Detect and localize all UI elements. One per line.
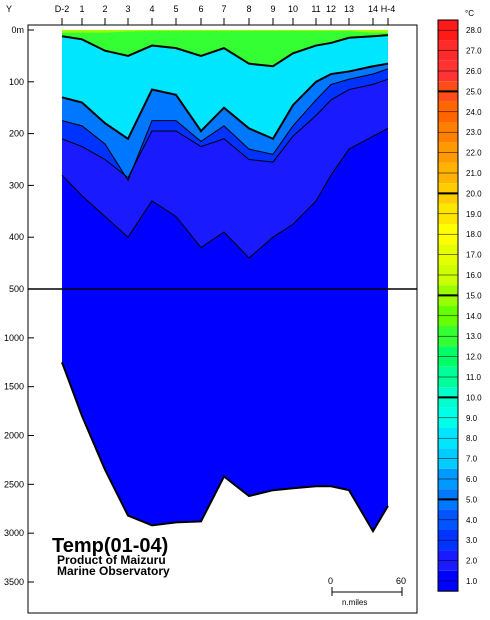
colorbar-unit: °C bbox=[465, 9, 474, 18]
isotherm-line bbox=[61, 78, 389, 179]
colorbar-label: 21.0 bbox=[466, 169, 482, 178]
credit-line-1: Product of Maizuru bbox=[57, 553, 166, 567]
depth-label: 2000 bbox=[4, 431, 24, 441]
colorbar-label: 9.0 bbox=[466, 414, 478, 423]
depth-label: 100 bbox=[9, 77, 24, 87]
top-axis-label: Y bbox=[6, 4, 12, 14]
colorbar-label: 10.0 bbox=[466, 393, 482, 402]
station-label: 1 bbox=[79, 4, 84, 14]
station-label: 2 bbox=[102, 4, 107, 14]
depth-label: 3000 bbox=[4, 528, 24, 538]
station-label: 4 bbox=[149, 4, 154, 14]
colorbar-label: 27.0 bbox=[466, 47, 482, 56]
depth-label: 3500 bbox=[4, 577, 24, 587]
station-label: D-2 bbox=[55, 4, 70, 14]
isotherm-line bbox=[61, 62, 389, 141]
station-label: 9 bbox=[270, 4, 275, 14]
band-8C bbox=[62, 30, 388, 139]
colorbar: 28.0 27.0 26.0 25.0 24.0 23.0 22.0 21.0 20.0 19.0… bbox=[437, 19, 482, 592]
colorbar-label: 12.0 bbox=[466, 353, 482, 362]
colorbar-label: 24.0 bbox=[466, 108, 482, 117]
band-15C bbox=[62, 30, 388, 33]
station-label: 11 bbox=[311, 4, 320, 14]
depth-label: 300 bbox=[9, 180, 24, 190]
station-label: 13 bbox=[344, 4, 354, 14]
station-label: 8 bbox=[246, 4, 251, 14]
station-label: H-4 bbox=[381, 4, 396, 14]
colorbar-label: 28.0 bbox=[466, 26, 482, 35]
colorbar-label: 13.0 bbox=[466, 332, 482, 341]
temperature-section bbox=[61, 30, 389, 534]
station-label: 5 bbox=[173, 4, 178, 14]
scale-bar-label-start: 0 bbox=[328, 576, 333, 586]
station-axis: D-2 1 2 3 4 5 6 7 8 9 10 11 12 13 14 H-4 bbox=[55, 4, 396, 25]
station-label: 12 bbox=[326, 4, 336, 14]
depth-label: 0m bbox=[11, 25, 24, 35]
plot-frame bbox=[27, 24, 418, 614]
colorbar-label: 11.0 bbox=[466, 373, 482, 382]
colorbar-label: 18.0 bbox=[466, 230, 482, 239]
colorbar-label: 23.0 bbox=[466, 128, 482, 137]
scale-bar-unit: n.miles bbox=[342, 598, 367, 607]
colorbar-label: 16.0 bbox=[466, 271, 482, 280]
colorbar-label: 20.0 bbox=[466, 189, 482, 198]
isotherm-line bbox=[61, 34, 389, 68]
colorbar-label: 5.0 bbox=[466, 495, 478, 504]
credit-line-2: Marine Observatory bbox=[57, 564, 170, 578]
colorbar-label: 6.0 bbox=[466, 475, 478, 484]
colorbar-label: 26.0 bbox=[466, 67, 482, 76]
colorbar-label: 25.0 bbox=[466, 87, 482, 96]
colorbar-label: 2.0 bbox=[466, 557, 478, 566]
depth-label: 1000 bbox=[4, 333, 24, 343]
chart-title: Temp(01-04) bbox=[52, 535, 168, 557]
colorbar-label: 15.0 bbox=[466, 291, 482, 300]
depth-label: 2500 bbox=[4, 479, 24, 489]
seabed-line bbox=[61, 361, 389, 534]
colorbar-label: 8.0 bbox=[466, 434, 478, 443]
colorbar-label: 7.0 bbox=[466, 455, 478, 464]
depth-axis: 0m 100 200 300 400 500 1000 1500 2000 2500 3000 350… bbox=[4, 25, 34, 587]
station-label: 7 bbox=[221, 4, 226, 14]
depth-label: 500 bbox=[9, 284, 24, 294]
station-label: 6 bbox=[198, 4, 203, 14]
colorbar-label: 14.0 bbox=[466, 312, 482, 321]
colorbar-border bbox=[437, 19, 459, 592]
distance-scale-bar: 0 60 n.miles bbox=[328, 576, 406, 607]
isotherm-line bbox=[61, 68, 389, 182]
depth-label: 200 bbox=[9, 129, 24, 139]
colorbar-label: 19.0 bbox=[466, 210, 482, 219]
depth-label: 1500 bbox=[4, 382, 24, 392]
station-label: 10 bbox=[288, 4, 298, 14]
colorbar-label: 22.0 bbox=[466, 149, 482, 158]
scale-bar-label-end: 60 bbox=[396, 576, 406, 586]
colorbar-label: 3.0 bbox=[466, 536, 478, 545]
colorbar-label: 1.0 bbox=[466, 577, 478, 586]
colorbar-label: 17.0 bbox=[466, 251, 482, 260]
station-label: 3 bbox=[125, 4, 130, 14]
depth-label: 400 bbox=[9, 232, 24, 242]
colorbar-label: 4.0 bbox=[466, 516, 478, 525]
isotherm-line bbox=[61, 127, 389, 259]
station-label: 14 bbox=[368, 4, 378, 14]
